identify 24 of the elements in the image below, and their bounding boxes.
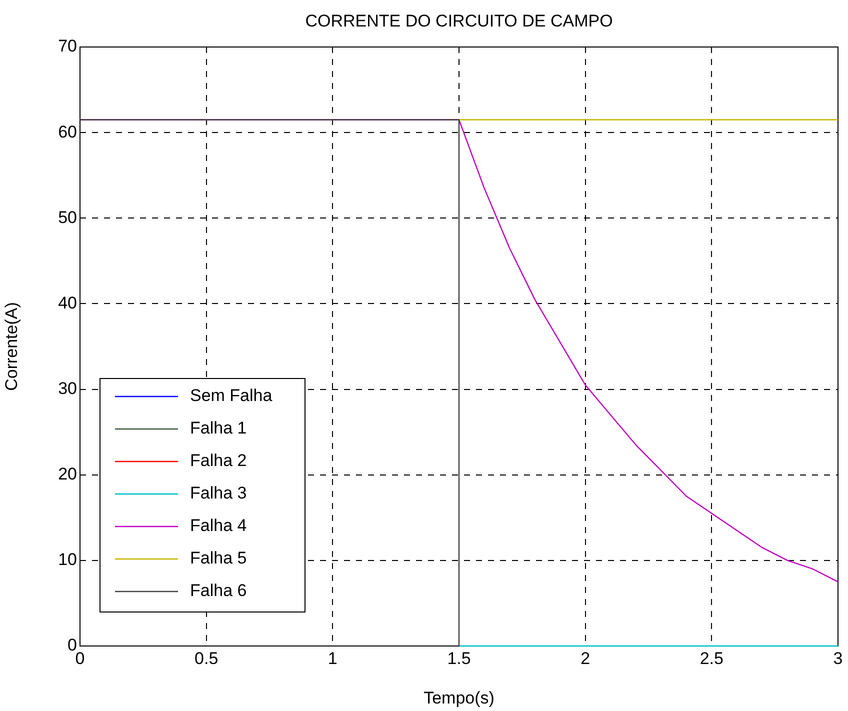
chart-title: CORRENTE DO CIRCUITO DE CAMPO: [305, 12, 613, 31]
x-tick-label: 1: [328, 648, 338, 668]
y-tick-label: 0: [68, 636, 77, 655]
legend-label: Falha 1: [190, 418, 247, 438]
y-tick-label: 60: [58, 122, 77, 142]
legend-label: Falha 6: [190, 581, 247, 600]
y-tick-label: 20: [58, 464, 77, 484]
legend-label: Falha 3: [190, 484, 247, 503]
x-tick-label: 1.5: [447, 648, 471, 668]
legend-label: Sem Falha: [190, 386, 273, 406]
y-tick-label: 50: [58, 208, 77, 227]
y-tick-label: 30: [58, 378, 77, 398]
x-axis-title: Tempo(s): [424, 688, 494, 708]
x-tick-label: 2.5: [700, 648, 724, 668]
y-tick-label: 10: [58, 550, 77, 570]
legend-label: Falha 5: [190, 548, 247, 568]
legend-label: Falha 4: [190, 516, 247, 536]
x-tick-label: 2: [580, 648, 590, 668]
legend-label: Falha 2: [190, 451, 247, 470]
x-tick-label: 0.5: [194, 648, 218, 668]
y-axis-title: Corrente(A): [2, 302, 21, 391]
x-tick-label: 3: [833, 648, 843, 668]
y-tick-label: 40: [58, 293, 77, 312]
y-tick-label: 70: [58, 36, 77, 56]
